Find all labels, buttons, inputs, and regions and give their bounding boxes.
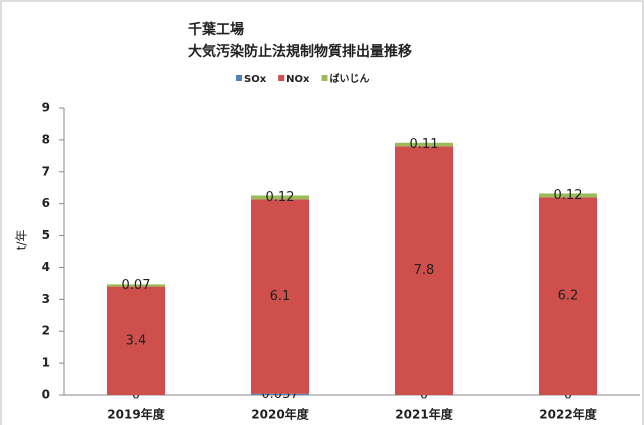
legend-swatch xyxy=(236,75,242,81)
y-tick-label: 6 xyxy=(42,196,50,210)
legend-label: SOx xyxy=(244,74,267,85)
x-tick-label: 2019年度 xyxy=(107,407,165,422)
value-label: 3.4 xyxy=(126,333,147,348)
x-tick-label: 2022年度 xyxy=(539,407,597,422)
chart-subtitle: 大気汚染防止法規制物質排出量推移 xyxy=(188,43,412,60)
x-tick-label: 2020年度 xyxy=(251,407,309,422)
bar-segment xyxy=(395,146,453,395)
bar-segment xyxy=(107,284,165,287)
y-tick-label: 3 xyxy=(42,292,50,306)
value-label: 0.12 xyxy=(554,188,583,203)
bar-segment xyxy=(251,195,309,200)
value-label: 6.2 xyxy=(558,289,579,304)
legend-swatch xyxy=(321,75,328,81)
value-label: 0.11 xyxy=(410,137,439,152)
legend-label: NOx xyxy=(286,74,310,85)
bar-segment xyxy=(395,142,453,147)
y-tick-label: 4 xyxy=(42,260,50,274)
x-tick-label: 2021年度 xyxy=(395,407,453,422)
value-label: 0.07 xyxy=(122,278,151,293)
y-tick-label: 8 xyxy=(42,132,50,146)
y-axis-label: t/年 xyxy=(15,230,29,251)
y-tick-label: 7 xyxy=(42,164,50,178)
value-label: 0.12 xyxy=(266,190,295,205)
bar-segment xyxy=(251,199,309,394)
y-tick-label: 9 xyxy=(42,101,50,115)
y-tick-label: 2 xyxy=(42,324,50,338)
y-tick-label: 5 xyxy=(42,228,50,242)
y-tick-label: 0 xyxy=(42,388,50,402)
chart-title: 千葉工場 xyxy=(188,21,244,38)
bar-segment xyxy=(539,197,597,395)
legend-label: ばいじん xyxy=(329,72,369,85)
bar-segment xyxy=(539,193,597,198)
y-tick-label: 1 xyxy=(42,356,50,370)
value-label: 7.8 xyxy=(414,263,435,278)
bar-segment xyxy=(107,286,165,395)
legend-swatch xyxy=(278,75,285,81)
bar-segment xyxy=(251,393,309,395)
value-label: 6.1 xyxy=(270,289,291,304)
